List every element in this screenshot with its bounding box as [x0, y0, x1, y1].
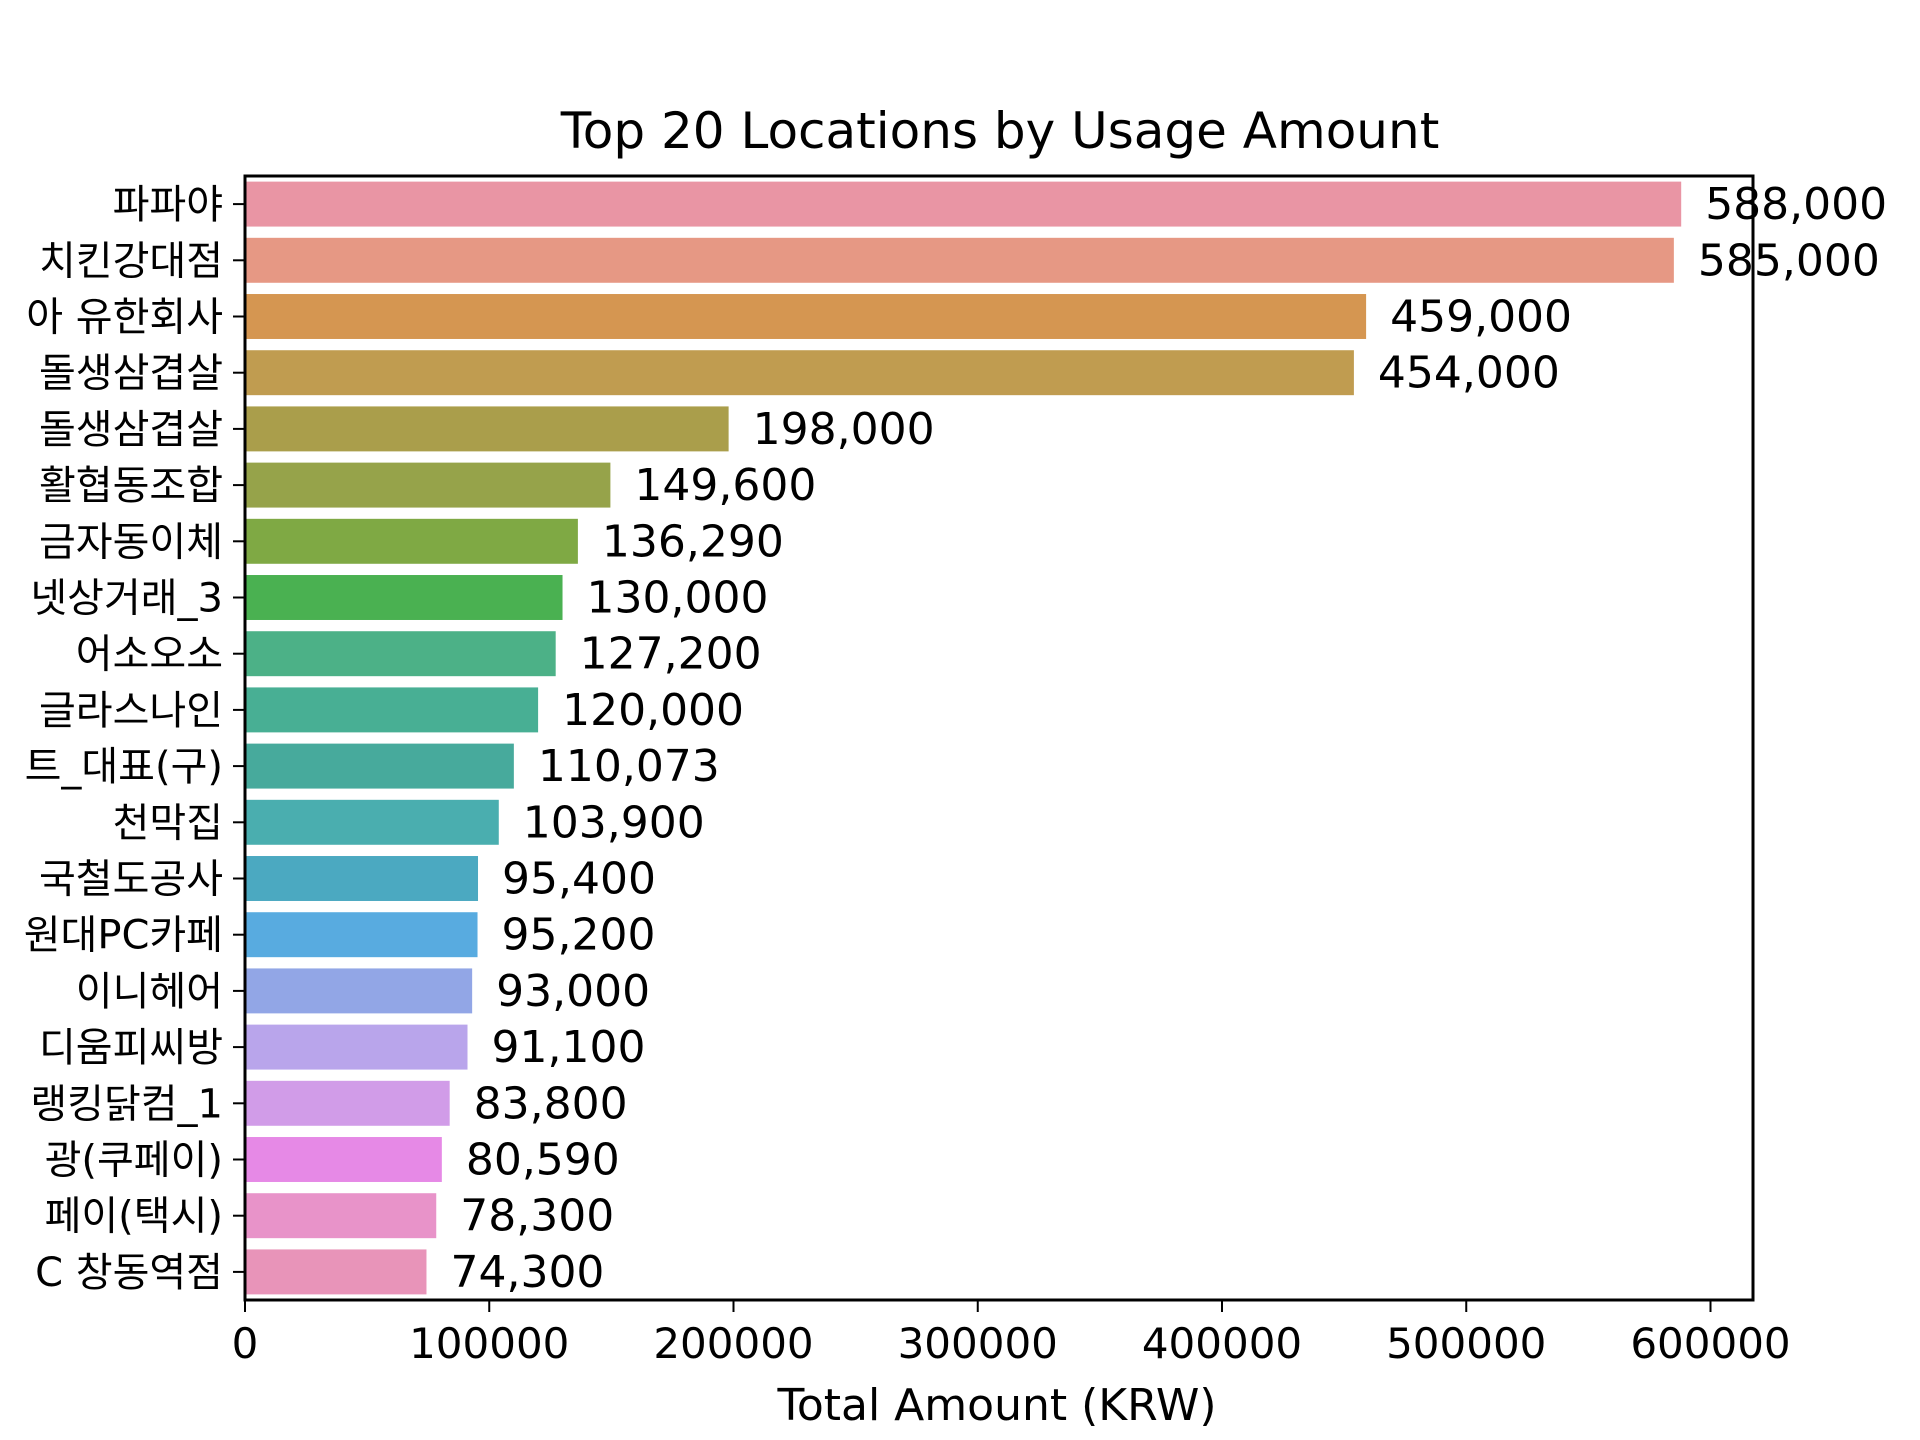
value-label-5: 198,000: [753, 404, 935, 455]
category-label-9: 어소오소: [76, 632, 223, 678]
category-label-5: 돌생삼겹살: [39, 407, 223, 453]
category-label-16: 디움피씨방: [39, 1025, 223, 1071]
bars-group: [245, 181, 1682, 1295]
bar-7: [245, 518, 578, 564]
x-tick-label-5: 400000: [1142, 1319, 1302, 1368]
bar-19: [245, 1193, 437, 1239]
category-label-11: 트_대표(구): [25, 744, 223, 790]
value-label-4: 454,000: [1378, 348, 1560, 399]
bar-18: [245, 1137, 442, 1182]
value-label-9: 127,200: [580, 629, 762, 680]
bar-9: [245, 631, 556, 677]
category-label-13: 국철도공사: [39, 857, 223, 903]
category-label-18: 광(쿠페이): [45, 1138, 223, 1184]
value-label-11: 110,073: [538, 741, 720, 792]
value-label-2: 585,000: [1698, 235, 1880, 286]
value-label-18: 80,590: [466, 1135, 620, 1186]
value-label-10: 120,000: [562, 685, 744, 736]
category-label-3: 아 유한회사: [26, 295, 223, 341]
category-label-1: 파파야: [113, 182, 223, 228]
bar-12: [245, 799, 499, 845]
value-label-14: 95,200: [502, 910, 656, 961]
category-label-15: 이니헤어: [76, 969, 223, 1015]
x-tick-label-2: 100000: [409, 1319, 569, 1368]
category-label-10: 글라스나인: [39, 688, 223, 734]
value-label-6: 149,600: [634, 460, 816, 511]
x-tick-label-1: 0: [232, 1319, 259, 1368]
category-label-8: 넷상거래_3: [30, 576, 223, 622]
bar-13: [245, 856, 479, 901]
category-label-6: 활협동조합: [39, 463, 223, 509]
bar-8: [245, 575, 563, 620]
bar-17: [245, 1080, 450, 1126]
value-label-15: 93,000: [496, 966, 650, 1017]
value-label-17: 83,800: [474, 1078, 628, 1129]
bar-2: [245, 237, 1674, 283]
x-tick-label-3: 200000: [653, 1319, 813, 1368]
category-label-14: 원대PC카페: [24, 913, 223, 959]
bar-3: [245, 294, 1367, 339]
x-tick-label-6: 500000: [1386, 1319, 1546, 1368]
bar-4: [245, 350, 1354, 396]
bar-1: [245, 181, 1682, 227]
chart-title: Top 20 Locations by Usage Amount: [560, 102, 1440, 160]
bar-6: [245, 462, 611, 508]
category-label-4: 돌생삼겹살: [39, 351, 223, 397]
value-label-3: 459,000: [1390, 292, 1572, 343]
plot-frame: [243, 174, 1755, 1302]
bar-14: [245, 912, 478, 958]
value-label-7: 136,290: [602, 516, 784, 567]
value-label-1: 588,000: [1705, 179, 1887, 230]
category-label-2: 치킨강대점: [39, 238, 223, 284]
value-label-8: 130,000: [587, 573, 769, 624]
category-label-20: C 창동역점: [35, 1250, 223, 1296]
bar-16: [245, 1024, 468, 1070]
bar-5: [245, 406, 729, 452]
bar-10: [245, 687, 539, 733]
value-label-16: 91,100: [492, 1022, 646, 1073]
category-label-17: 랭킹닭컴_1: [30, 1081, 223, 1127]
bar-20: [245, 1249, 427, 1295]
x-axis-ticks: 0 100000 200000 300000 400000 500000 600000: [232, 1300, 1791, 1368]
category-label-19: 페이(택시): [45, 1194, 223, 1240]
value-label-13: 95,400: [502, 854, 656, 905]
x-tick-label-7: 600000: [1630, 1319, 1790, 1368]
value-label-19: 78,300: [460, 1191, 614, 1242]
x-axis-title: Total Amount (KRW): [776, 1380, 1216, 1431]
bar-11: [245, 743, 514, 789]
category-label-12: 천막집: [113, 800, 223, 846]
value-label-20: 74,300: [450, 1247, 604, 1298]
category-label-7: 금자동이체: [39, 519, 223, 565]
value-label-12: 103,900: [523, 797, 705, 848]
x-tick-label-4: 300000: [898, 1319, 1058, 1368]
bar-15: [245, 968, 473, 1014]
